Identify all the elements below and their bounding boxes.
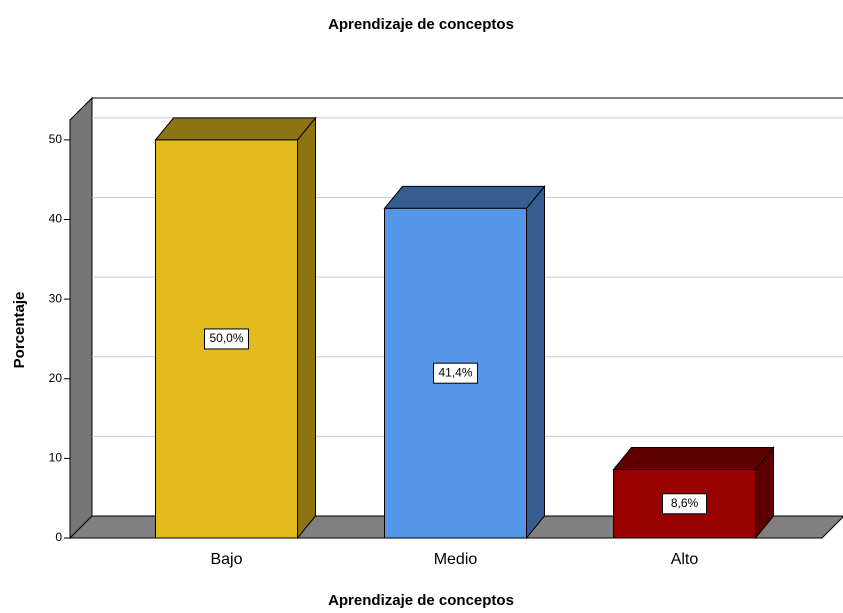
- y-tick-label: 20: [49, 371, 63, 385]
- value-label-box: [433, 362, 478, 384]
- value-label-box: [204, 328, 249, 350]
- y-tick-label: 50: [49, 132, 63, 146]
- y-tick-label: 0: [55, 530, 62, 544]
- y-tick-label: 40: [49, 212, 63, 226]
- bar-top: [383, 185, 546, 209]
- chart-title: Aprendizaje de conceptos: [328, 16, 514, 33]
- y-axis-label: Porcentaje: [11, 292, 28, 369]
- value-label: 8,6%: [671, 496, 699, 510]
- x-tick-label: Medio: [434, 551, 478, 568]
- y-tick-label: 30: [49, 291, 63, 305]
- x-tick-label: Alto: [671, 551, 699, 568]
- value-label-box: [662, 493, 707, 515]
- y-tick-label: 10: [49, 451, 63, 465]
- bar-side: [297, 116, 316, 540]
- value-label: 50,0%: [209, 331, 243, 345]
- value-label: 41,4%: [438, 365, 472, 379]
- bar-side: [526, 184, 545, 540]
- x-axis-label: Aprendizaje de conceptos: [328, 592, 514, 609]
- left-wall: [69, 96, 93, 540]
- x-tick-label: Bajo: [210, 551, 242, 568]
- bar-top: [612, 447, 775, 471]
- bar-top: [154, 117, 317, 141]
